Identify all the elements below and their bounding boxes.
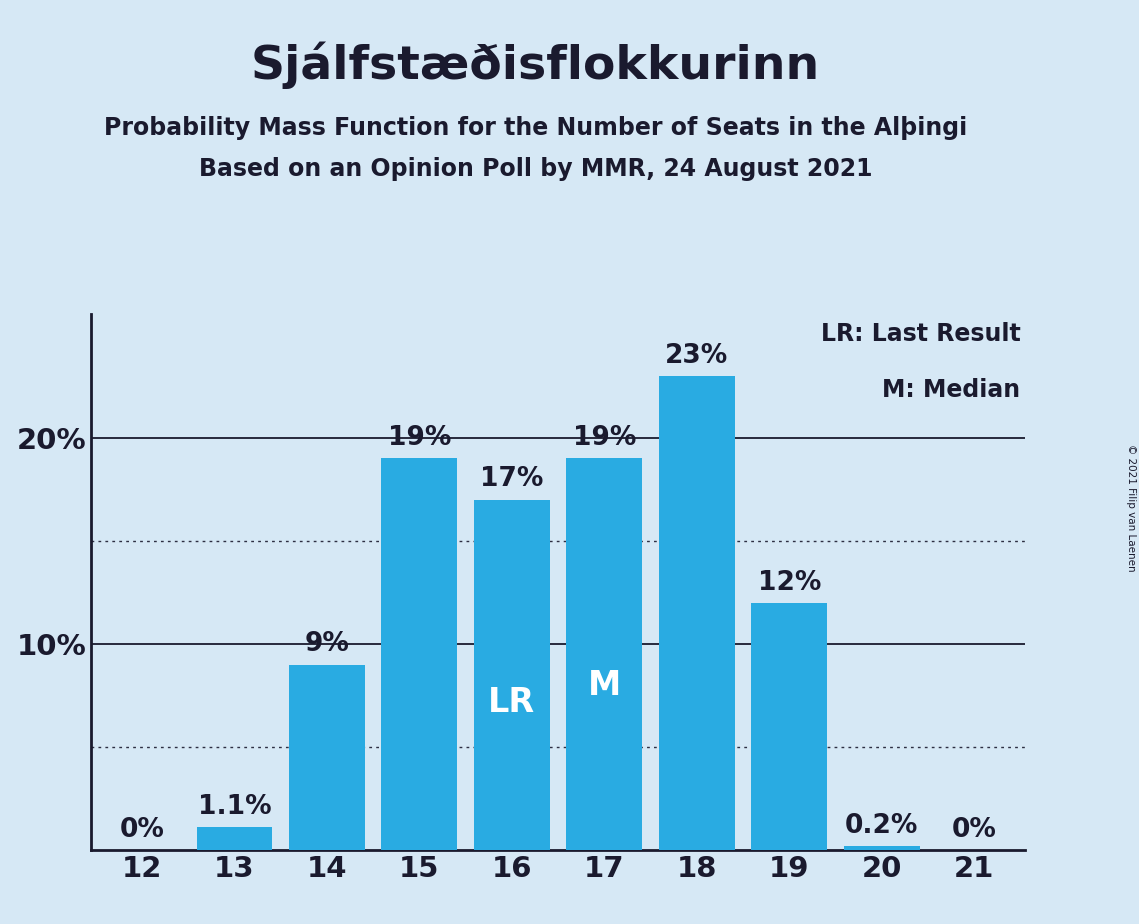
Bar	[474, 500, 550, 850]
Bar	[752, 602, 827, 850]
Bar	[197, 827, 272, 850]
Text: 19%: 19%	[573, 425, 636, 451]
Text: 12%: 12%	[757, 569, 821, 596]
Text: 9%: 9%	[304, 631, 350, 657]
Bar	[566, 458, 642, 850]
Text: 0.2%: 0.2%	[845, 813, 918, 839]
Text: LR: LR	[489, 687, 535, 720]
Text: Sjálfstæðisflokkurinn: Sjálfstæðisflokkurinn	[251, 42, 820, 89]
Text: 17%: 17%	[481, 467, 543, 492]
Text: © 2021 Filip van Laenen: © 2021 Filip van Laenen	[1126, 444, 1136, 572]
Text: 1.1%: 1.1%	[198, 795, 271, 821]
Bar	[658, 376, 735, 850]
Text: LR: Last Result: LR: Last Result	[821, 322, 1021, 346]
Bar	[289, 664, 364, 850]
Bar	[844, 846, 919, 850]
Text: 19%: 19%	[387, 425, 451, 451]
Text: M: M	[588, 669, 621, 702]
Text: Based on an Opinion Poll by MMR, 24 August 2021: Based on an Opinion Poll by MMR, 24 Augu…	[198, 157, 872, 181]
Text: M: Median: M: Median	[883, 379, 1021, 403]
Text: 0%: 0%	[120, 817, 164, 843]
Text: 23%: 23%	[665, 343, 729, 369]
Text: Probability Mass Function for the Number of Seats in the Alþingi: Probability Mass Function for the Number…	[104, 116, 967, 140]
Text: 0%: 0%	[952, 817, 997, 843]
Bar	[382, 458, 458, 850]
